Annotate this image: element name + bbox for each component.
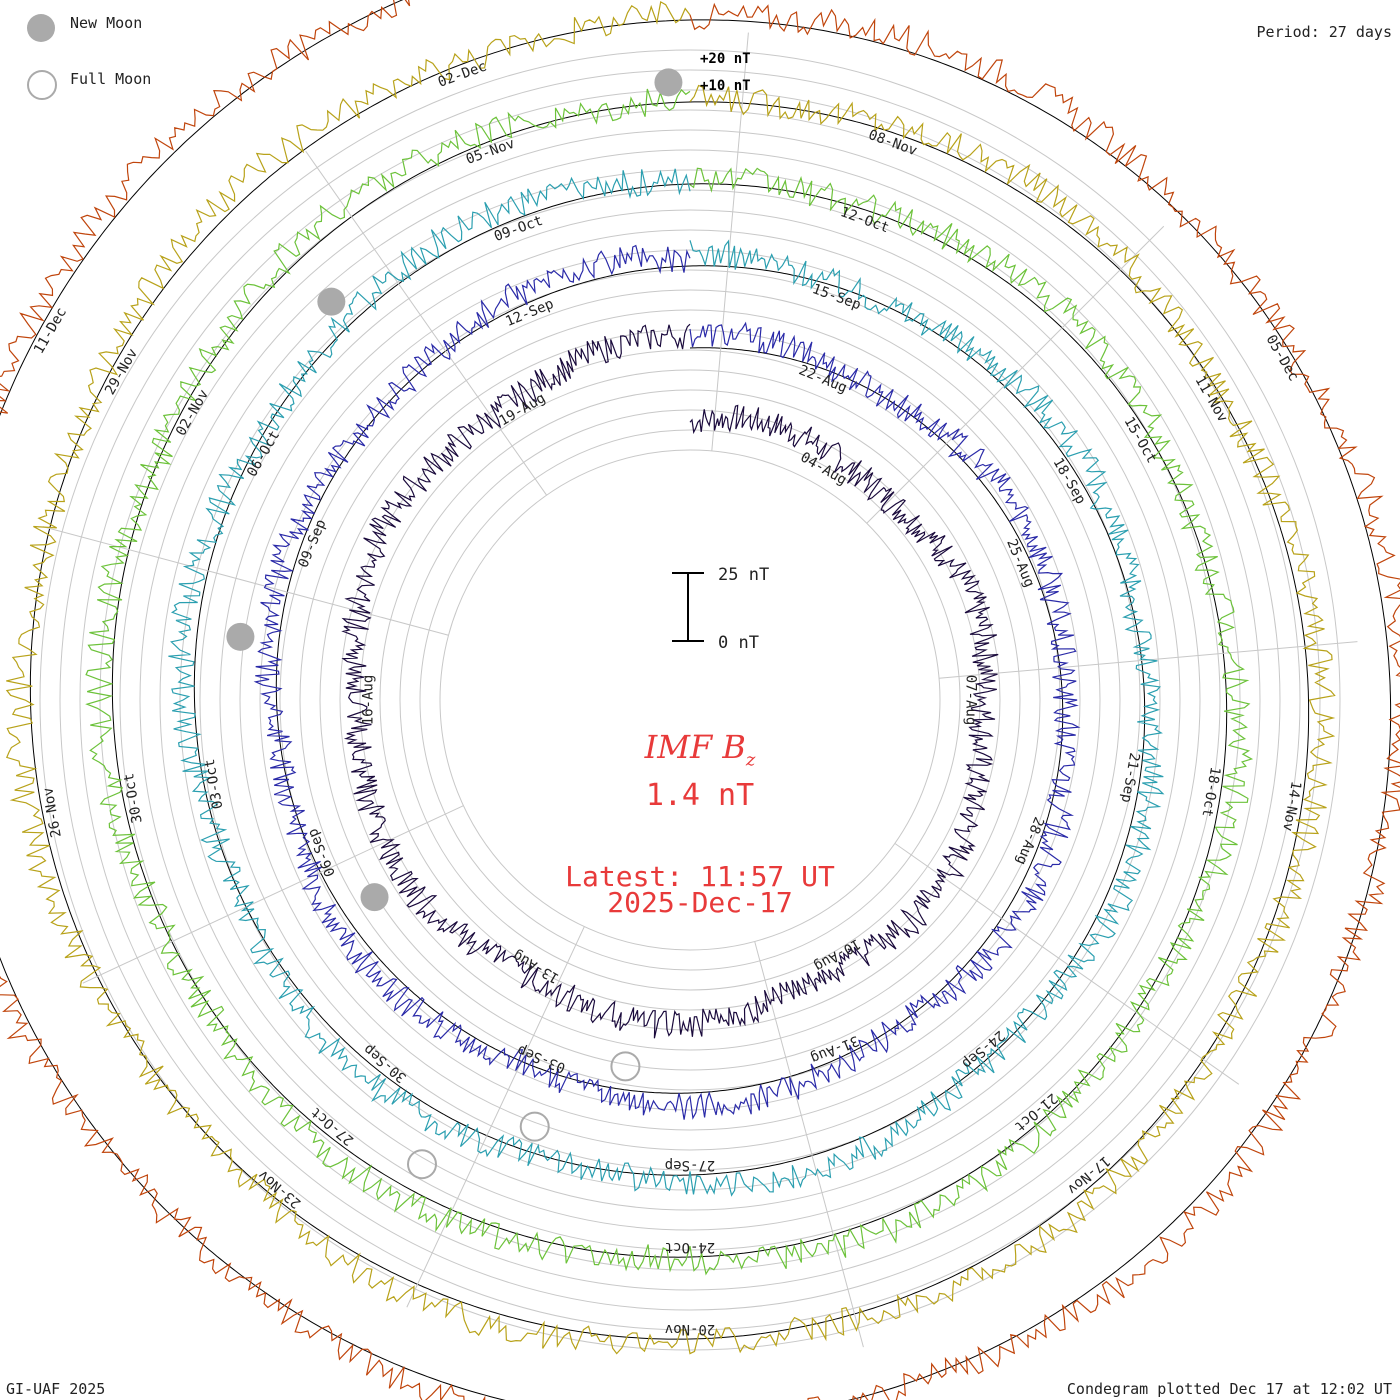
ref-label-10: +10 nT: [700, 78, 751, 94]
scale-bottom-label: 0 nT: [718, 633, 759, 653]
spoke-1: [866, 225, 1165, 524]
grid-circle-15: [139, 149, 1241, 1251]
full-moon-legend-label: Full Moon: [70, 70, 152, 88]
grid-circle-0: [439, 449, 941, 951]
grid-circle-18: [79, 89, 1301, 1311]
full-moon-marker-1: [519, 1111, 550, 1142]
grid-circle-20: [39, 49, 1341, 1351]
new-moon-legend-label: New Moon: [70, 14, 143, 32]
date-label-cycle-5-4: 20-Nov: [665, 1321, 716, 1337]
grid-circle-14: [159, 169, 1221, 1231]
series-cycle-3: [168, 168, 1165, 1197]
latest-time: Latest: 11:57 UT: [565, 860, 835, 893]
date-label-cycle-4-4: 24-Oct: [665, 1239, 716, 1255]
spoke-7: [42, 526, 449, 636]
series-cycle-1: [341, 323, 999, 1039]
series-cycle-4: [85, 88, 1254, 1276]
series-cycle-2: [253, 244, 1081, 1120]
spoke-8: [305, 150, 548, 496]
date-label-cycle-6-2: 11-Dec: [31, 305, 70, 357]
latest-date: 2025-Dec-17: [607, 886, 793, 919]
date-label-cycle-2-5: 06-Sep: [305, 826, 339, 879]
full-moon-legend-icon: [27, 70, 57, 100]
grid-circle-5: [339, 349, 1041, 1051]
date-label-cycle-3-7: 06-Oct: [244, 428, 283, 480]
grid-circle-9: [259, 269, 1121, 1131]
scale-bar: 25 nT 0 nT: [672, 565, 769, 653]
date-label-cycle-1-1: 07-Aug: [963, 675, 979, 726]
spoke-0: [711, 32, 749, 451]
date-label-cycle-5-3: 17-Nov: [1064, 1152, 1113, 1197]
date-label-cycle-2-1: 25-Aug: [1003, 537, 1037, 590]
grid-circle-11: [219, 229, 1161, 1171]
footer-plotted: Condegram plotted Dec 17 at 12:02 UT: [1066, 1380, 1392, 1398]
date-label-cycle-5-6: 26-Nov: [40, 786, 65, 839]
date-label-cycle-1-0: 04-Aug: [797, 449, 849, 488]
grid-circle-7: [299, 309, 1081, 1091]
reference-labels: +20 nT +10 nT: [700, 51, 751, 94]
center-quantity: IMF Bz: [500, 728, 900, 770]
spoke-3: [894, 842, 1240, 1085]
grid-circle-16: [119, 129, 1261, 1271]
date-label-cycle-2-0: 22-Aug: [796, 362, 849, 396]
scale-top-label: 25 nT: [718, 565, 769, 585]
grid-circle-12: [199, 209, 1181, 1191]
date-label-cycle-5-8: 02-Dec: [436, 58, 489, 90]
date-label-cycle-3-4: 27-Sep: [665, 1157, 716, 1173]
spoke-6: [82, 805, 464, 984]
quantity-label: IMF B: [644, 728, 746, 766]
date-label-cycle-4-2: 18-Oct: [1198, 766, 1223, 819]
full-moon-marker-2: [610, 1051, 641, 1082]
series-cycle-5: [5, 0, 1336, 1355]
new-moon-legend-icon: [27, 14, 55, 42]
spoke-4: [754, 941, 864, 1348]
date-label-cycle-4-0: 12-Oct: [838, 204, 891, 236]
date-label-cycle-5-2: 14-Nov: [1279, 780, 1304, 833]
full-moon-marker-0: [407, 1149, 437, 1180]
moon-markers: [226, 68, 683, 1180]
ref-label-20: +20 nT: [700, 51, 751, 67]
new-moon-marker-3: [360, 883, 389, 912]
center-value: 1.4 nT: [645, 778, 755, 813]
date-label-cycle-3-3: 24-Sep: [959, 1027, 1008, 1072]
date-label-cycle-1-4: 16-Aug: [361, 675, 377, 726]
quantity-subscript: z: [745, 749, 756, 771]
new-moon-marker-0: [654, 68, 683, 97]
spokes: [42, 32, 1358, 1348]
grid-circle-4: [359, 369, 1021, 1031]
period-label: Period: 27 days: [1256, 23, 1392, 41]
date-label-cycle-3-2: 21-Sep: [1118, 751, 1143, 804]
baseline-cycle-4: [111, 101, 1228, 1258]
baseline-cycle-2: [275, 265, 1064, 1094]
new-moon-marker-1: [317, 287, 346, 316]
date-label-cycle-4-6: 30-Oct: [121, 772, 146, 825]
grid-circle-19: [59, 69, 1321, 1331]
date-label-cycle-3-6: 03-Oct: [202, 758, 227, 811]
footer-credit: GI-UAF 2025: [6, 1380, 106, 1398]
new-moon-marker-2: [226, 622, 255, 651]
grid-circle-8: [279, 289, 1101, 1111]
grid-circle-10: [239, 249, 1141, 1151]
grid-circle-1: [419, 429, 961, 971]
baseline-cycle-5: [29, 19, 1310, 1340]
grid-circle-3: [379, 389, 1001, 1011]
